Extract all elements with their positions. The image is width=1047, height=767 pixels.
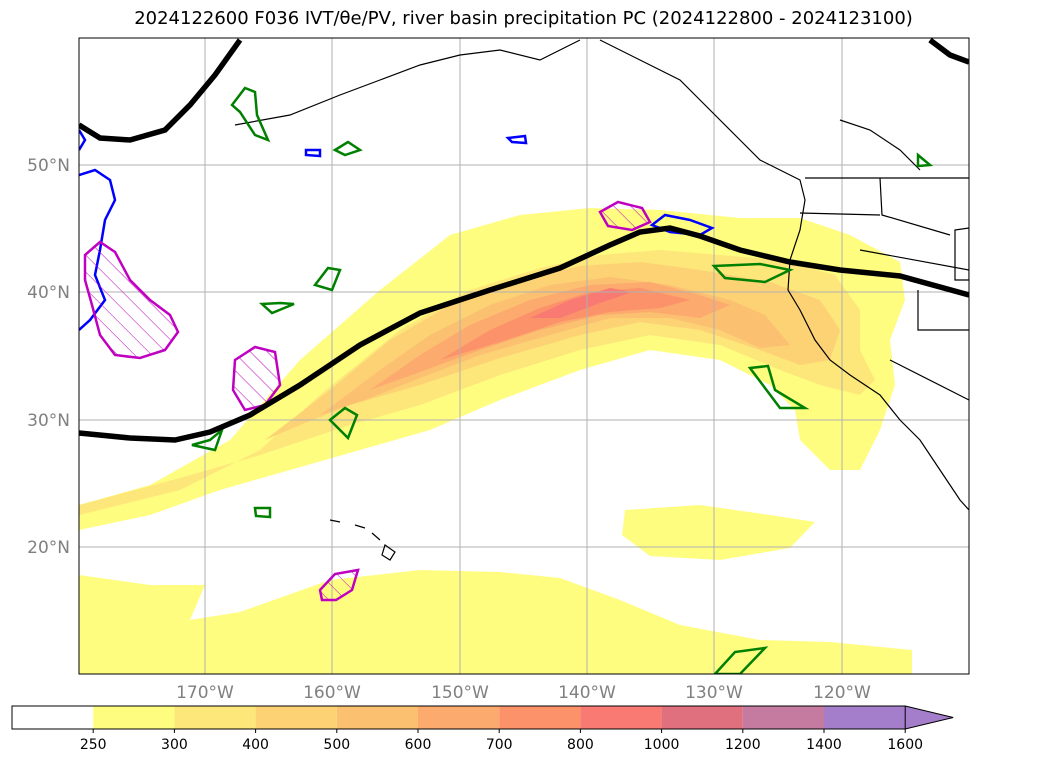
map-frame bbox=[78, 37, 970, 675]
theta-e-north-line bbox=[79, 38, 243, 143]
lat-label: 50°N bbox=[27, 156, 70, 176]
hawaii bbox=[329, 519, 396, 561]
ivt-shading bbox=[79, 208, 912, 674]
colorbar-outline bbox=[11, 705, 906, 730]
pv-green-contour bbox=[191, 426, 225, 452]
theta-e-contours bbox=[79, 38, 969, 443]
map-area bbox=[79, 38, 969, 674]
colorbar-tick-label: 500 bbox=[323, 737, 350, 753]
colorbar-tick-label: 250 bbox=[80, 737, 107, 753]
pv-green-contour bbox=[230, 86, 271, 143]
colorbar-extend-arrow bbox=[904, 705, 954, 730]
pv-magenta-contour bbox=[318, 568, 360, 602]
pv-green-contour bbox=[747, 364, 810, 410]
colorbar-swatch bbox=[499, 706, 581, 729]
colorbar-swatch bbox=[661, 706, 743, 729]
colorbar-tick-label: 1400 bbox=[806, 737, 842, 753]
ivt-band-700 bbox=[440, 288, 690, 360]
lon-label: 160°W bbox=[303, 683, 361, 703]
lon-label: 170°W bbox=[176, 683, 234, 703]
pv-magenta-contour bbox=[83, 240, 180, 360]
colorbar: 250 300 400 500 600 700 800 1000 1200 1400 1600 bbox=[11, 705, 954, 753]
latitude-labels: 50°N 40°N 30°N 20°N bbox=[27, 156, 70, 558]
graticule bbox=[79, 38, 969, 674]
colorbar-tick-label: 600 bbox=[405, 737, 432, 753]
pv-green-contour bbox=[332, 140, 363, 157]
pv-green-contour bbox=[916, 152, 934, 168]
colorbar-swatch bbox=[12, 706, 94, 729]
pv-contours bbox=[79, 86, 934, 674]
colorbar-tick-label: 300 bbox=[161, 737, 188, 753]
colorbar-swatch bbox=[824, 706, 906, 729]
colorbar-swatch bbox=[255, 706, 337, 729]
colorbar-swatch bbox=[742, 706, 824, 729]
colorbar-tick-label: 1200 bbox=[725, 737, 761, 753]
pv-magenta-contour bbox=[231, 345, 282, 412]
pv-blue-contour bbox=[649, 213, 715, 237]
pv-green-contour bbox=[258, 301, 295, 315]
colorbar-swatch bbox=[174, 706, 256, 729]
ivt-band-250b bbox=[79, 570, 912, 674]
lon-label: 130°W bbox=[685, 683, 743, 703]
colorbar-tick-label: 700 bbox=[486, 737, 513, 753]
map-title: 2024122600 F036 IVT/θe/PV, river basin p… bbox=[134, 8, 913, 29]
pv-green-contour bbox=[713, 646, 769, 674]
lon-label: 140°W bbox=[558, 683, 616, 703]
colorbar-swatch bbox=[580, 706, 662, 729]
bc-interior bbox=[839, 119, 921, 171]
ivt-band-800 bbox=[530, 288, 632, 318]
pv-green-contour bbox=[312, 266, 342, 292]
lat-label: 20°N bbox=[27, 538, 70, 558]
colorbar-tick-label: 1600 bbox=[887, 737, 923, 753]
lon-label: 150°W bbox=[431, 683, 489, 703]
pv-green-contour bbox=[711, 262, 794, 284]
pv-blue-contour bbox=[79, 129, 87, 151]
pv-magenta-contour bbox=[598, 200, 652, 232]
pv-blue-contour bbox=[304, 148, 322, 158]
theta-e-ne-line bbox=[928, 38, 969, 65]
colorbar-tick-label: 400 bbox=[242, 737, 269, 753]
colorbar-tick-label: 1000 bbox=[644, 737, 680, 753]
colorbar-swatch bbox=[336, 706, 418, 729]
longitude-labels: 170°W 160°W 150°W 140°W 130°W 120°W bbox=[176, 683, 871, 703]
pv-green-contour bbox=[253, 506, 272, 519]
colorbar-tick-label: 800 bbox=[567, 737, 594, 753]
pv-blue-contour bbox=[505, 134, 528, 145]
theta-e-main-line bbox=[79, 225, 969, 443]
lat-label: 40°N bbox=[27, 283, 70, 303]
lon-label: 120°W bbox=[813, 683, 871, 703]
ivt-band-250c bbox=[622, 505, 815, 560]
lat-label: 30°N bbox=[27, 411, 70, 431]
pv-green-contour bbox=[328, 406, 359, 441]
us-borders bbox=[799, 177, 969, 401]
colorbar-swatch bbox=[418, 706, 500, 729]
colorbar-swatch bbox=[93, 706, 175, 729]
